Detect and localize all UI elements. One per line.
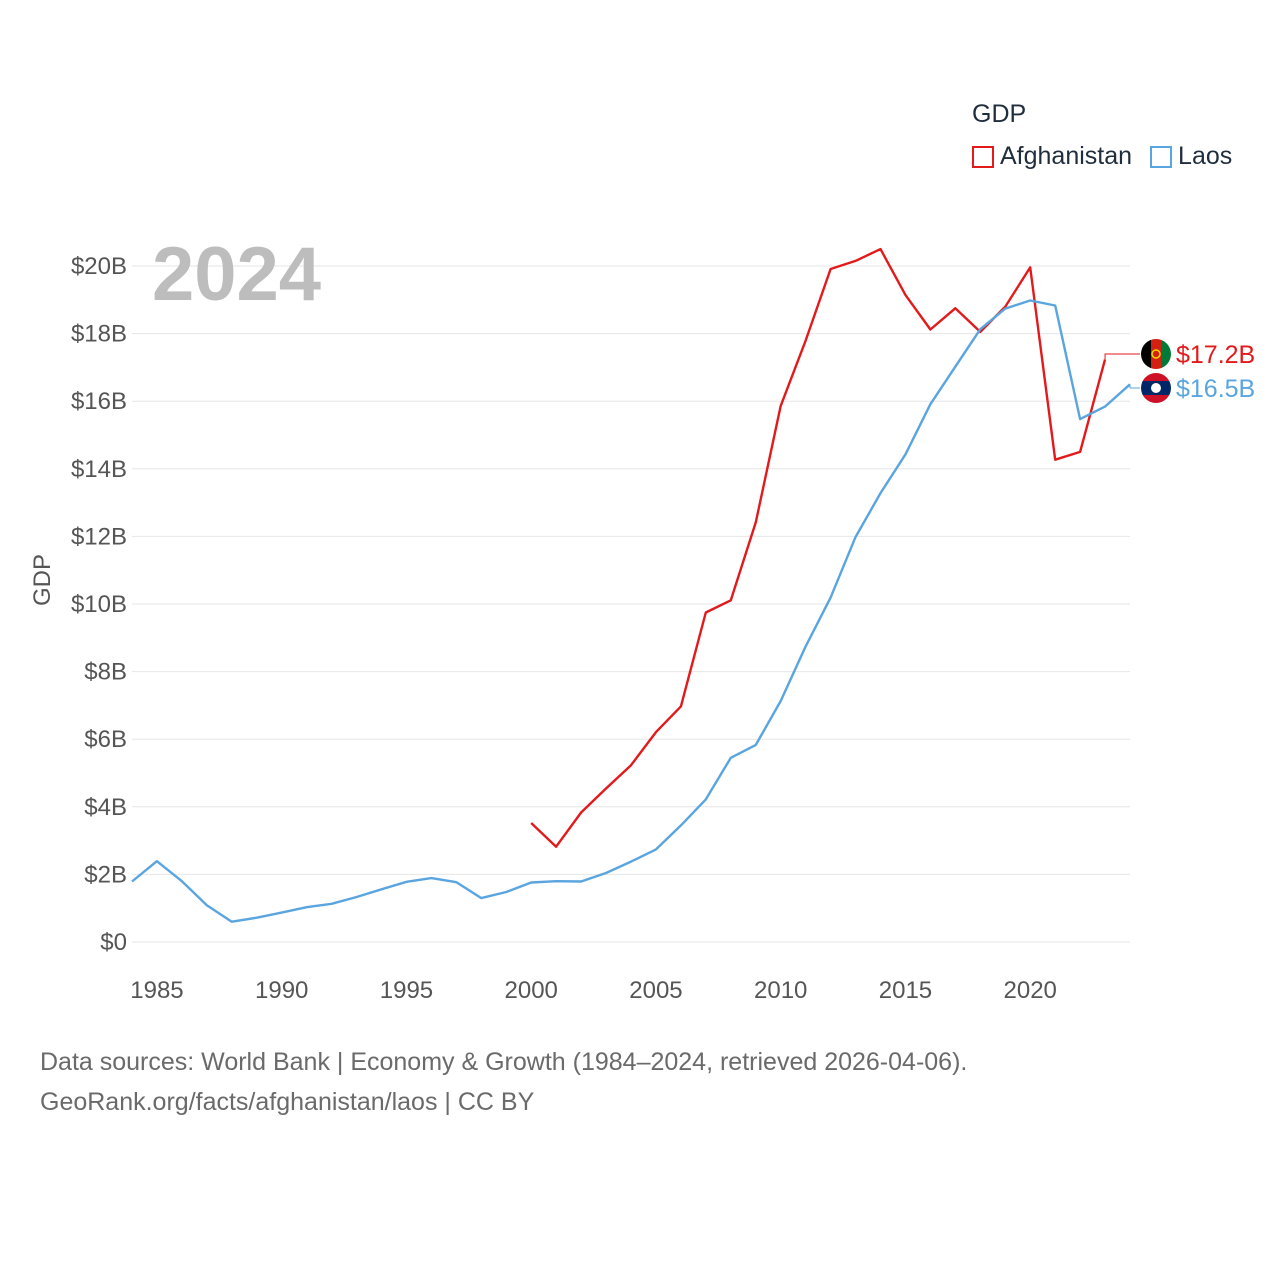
- x-tick-label: 2015: [879, 977, 932, 1004]
- x-tick-label: 1995: [380, 977, 433, 1004]
- legend-label-laos: Laos: [1178, 142, 1233, 170]
- end-connector-afghanistan: [1104, 353, 1140, 360]
- y-tick-label: $18B: [71, 321, 127, 348]
- legend: Afghanistan Laos: [972, 142, 1232, 171]
- laos-flag-icon: [1141, 373, 1171, 403]
- y-tick-label: $14B: [71, 456, 127, 483]
- y-tick-label: $2B: [84, 861, 127, 888]
- x-tick-label: 1985: [130, 977, 183, 1004]
- x-tick-label: 2010: [754, 977, 807, 1004]
- y-tick-label: $6B: [84, 726, 127, 753]
- y-tick-label: $16B: [71, 388, 127, 415]
- afghanistan-flag-icon: [1141, 339, 1171, 369]
- y-axis-label: GDP: [29, 554, 56, 606]
- x-tick-label: 2020: [1004, 977, 1057, 1004]
- legend-label-afghanistan: Afghanistan: [1000, 142, 1133, 170]
- footer: Data sources: World Bank | Economy & Gro…: [40, 1042, 967, 1122]
- end-connector-laos: [1129, 384, 1140, 389]
- series-line-laos: [131, 299, 1131, 923]
- legend-swatch-afghanistan: [972, 145, 994, 168]
- data-sources-note: Data sources: World Bank | Economy & Gro…: [40, 1048, 968, 1076]
- gdp-line-chart: $0 $2B $4B $6B $8B $10B $12B $14B $16B $18B $20B 19…: [29, 232, 1255, 1004]
- legend-item-afghanistan[interactable]: Afghanistan: [972, 142, 1132, 171]
- y-tick-label: $20B: [71, 253, 127, 280]
- source-link[interactable]: GeoRank.org/facts/afghanistan/laos | CC …: [40, 1088, 535, 1116]
- y-tick-label: $8B: [84, 659, 127, 686]
- end-value-label-afghanistan: $17.2B: [1176, 341, 1255, 369]
- legend-swatch-laos: [1150, 145, 1173, 168]
- legend-title: GDP: [972, 100, 1027, 128]
- series-line-afghanistan: [530, 247, 1107, 848]
- legend-item-laos[interactable]: Laos: [1150, 142, 1232, 171]
- end-value-label-laos: $16.5B: [1176, 375, 1255, 403]
- x-tick-label: 1990: [255, 977, 308, 1004]
- x-tick-label: 2000: [505, 977, 558, 1004]
- x-tick-label: 2005: [629, 977, 682, 1004]
- y-tick-label: $10B: [71, 591, 127, 618]
- y-tick-label: $4B: [84, 794, 127, 821]
- year-label: 2024: [152, 232, 321, 317]
- y-tick-label: $12B: [71, 523, 127, 550]
- y-tick-label: $0: [100, 929, 127, 956]
